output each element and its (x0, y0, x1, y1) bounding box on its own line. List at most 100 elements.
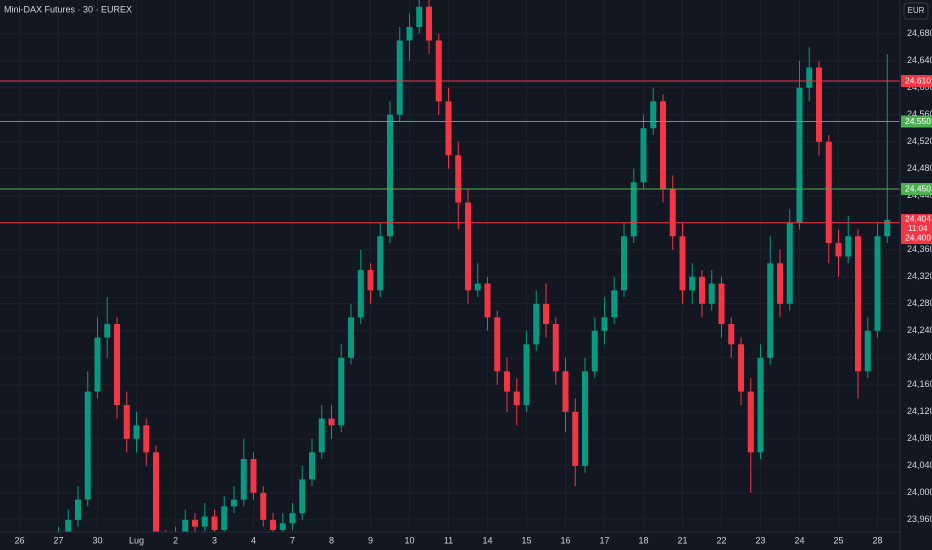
x-tick-label: 7 (290, 535, 295, 545)
candle-body (114, 324, 120, 406)
candle-body (75, 499, 81, 520)
level-label: 24,610 (905, 75, 931, 85)
candle-body (572, 411, 579, 466)
candle-body (543, 303, 549, 325)
candle-body (289, 513, 296, 524)
x-tick-label: 2 (173, 535, 178, 545)
candle-body (552, 324, 559, 372)
candle-body (728, 324, 735, 345)
candle-body (494, 317, 501, 372)
candle-body (855, 236, 861, 372)
last-price-label: 24,404 (905, 213, 931, 223)
candle-body (250, 459, 257, 493)
x-tick-label: 14 (482, 535, 492, 545)
candle-body (221, 506, 228, 530)
candle-body (601, 317, 608, 331)
candle-body (786, 222, 793, 304)
candle-body (133, 425, 140, 439)
x-tick-label: 22 (716, 535, 726, 545)
candle-body (65, 519, 72, 532)
candle-body (689, 276, 696, 291)
chart-title: Mini-DAX Futures · 30 · EUREX (4, 4, 132, 14)
candle-body (338, 357, 345, 426)
candle-body (201, 516, 208, 527)
x-tick-label: 25 (833, 535, 843, 545)
x-tick-label: 23 (755, 535, 765, 545)
candle-body (738, 344, 744, 392)
x-tick-label: 24 (794, 535, 804, 545)
x-tick-label: 15 (521, 535, 531, 545)
last-price-box (901, 214, 932, 235)
candle-body (192, 519, 198, 527)
candle-body (387, 114, 393, 237)
x-tick-label: 18 (638, 535, 648, 545)
candle-body (669, 189, 676, 237)
level-label: 24,550 (905, 116, 931, 126)
level-label: 24,400 (905, 232, 931, 242)
level-label-box (901, 183, 932, 196)
candle-body (523, 344, 530, 406)
candle-body (562, 371, 569, 412)
candle-body (796, 87, 803, 223)
candle-body (377, 236, 384, 291)
x-tick-label: 30 (92, 535, 102, 545)
candle-body (416, 6, 423, 28)
candle-body (153, 452, 159, 532)
candle-body (504, 371, 510, 392)
x-tick-label: 11 (444, 535, 453, 545)
candle-body (279, 523, 286, 530)
candle-body (474, 283, 481, 291)
candle-body (445, 101, 452, 156)
candle-body (270, 519, 276, 530)
candle-body (240, 459, 247, 500)
candle-body (835, 243, 842, 257)
y-tick-label: 24,080 (907, 433, 932, 443)
x-tick-label: 28 (872, 535, 882, 545)
candle-body (435, 40, 442, 102)
candle-body (318, 418, 325, 453)
candle-body (650, 101, 657, 129)
x-tick-label: 8 (329, 535, 334, 545)
x-tick-label: 21 (677, 535, 687, 545)
candle-body (513, 391, 520, 406)
candle-body (533, 303, 540, 345)
candle-body (406, 27, 413, 41)
candle-body (825, 141, 832, 244)
currency-label[interactable]: EUR (908, 6, 925, 15)
y-tick-label: 24,480 (907, 163, 932, 173)
candle-body (708, 283, 715, 304)
candle-body (621, 236, 627, 291)
candle-body (231, 499, 237, 507)
candle-body (884, 220, 891, 237)
candle-body (260, 492, 267, 520)
y-tick-label: 24,040 (907, 460, 932, 470)
y-tick-label: 24,320 (907, 271, 932, 281)
y-tick-label: 24,640 (907, 55, 932, 65)
candle-body (182, 519, 189, 532)
y-tick-label: 24,360 (907, 244, 932, 254)
countdown-label: 11:04 (908, 224, 928, 233)
candle-body (845, 236, 852, 257)
y-tick-label: 24,200 (907, 352, 932, 362)
y-tick-label: 24,120 (907, 406, 932, 416)
candle-body (874, 236, 881, 331)
y-tick-label: 24,560 (907, 109, 932, 119)
x-tick-label: 16 (560, 535, 570, 545)
candle-body (357, 270, 364, 318)
candle-body (465, 202, 471, 291)
x-tick-label: 4 (251, 535, 256, 545)
currency-button[interactable] (903, 2, 929, 20)
candle-body (104, 324, 111, 338)
y-tick-label: 24,680 (907, 28, 932, 38)
candle-body (816, 67, 822, 142)
candle-body (348, 317, 354, 358)
y-tick-label: 24,600 (907, 82, 932, 92)
candle-body (611, 290, 618, 318)
x-tick-label: 3 (212, 535, 217, 545)
candle-body (591, 330, 598, 372)
candle-body (396, 40, 403, 115)
y-tick-label: 24,240 (907, 325, 932, 335)
x-tick-label: 9 (368, 535, 373, 545)
candle-body (484, 283, 491, 318)
